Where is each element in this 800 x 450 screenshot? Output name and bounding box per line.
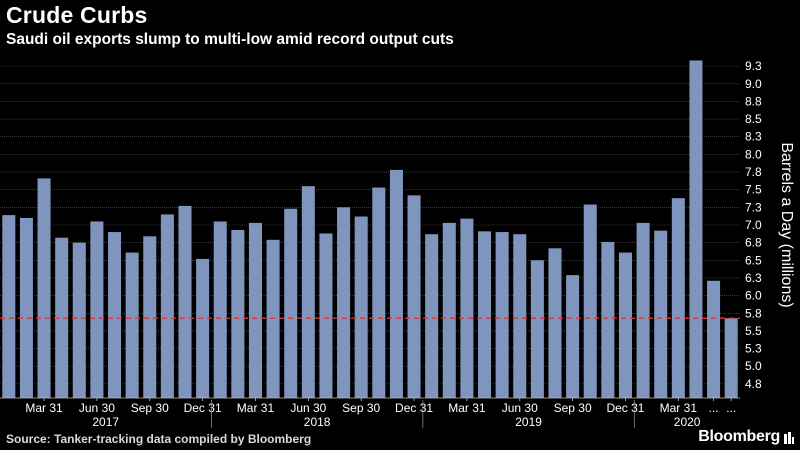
bar xyxy=(231,229,245,398)
bar xyxy=(178,205,192,398)
bar xyxy=(213,221,227,398)
y-axis-label: Barrels a Day (millions) xyxy=(778,142,795,307)
bars xyxy=(2,60,738,398)
bar xyxy=(19,217,33,398)
bar xyxy=(442,222,456,398)
x-tick-label: Sep 30 xyxy=(554,401,592,415)
bar xyxy=(425,234,439,398)
y-tick-label: 7.0 xyxy=(745,218,762,232)
x-tick-label: ... xyxy=(726,401,736,415)
y-tick-label: 8.8 xyxy=(745,94,762,108)
bar xyxy=(90,221,104,398)
bar xyxy=(495,232,509,398)
x-tick-label: Mar 31 xyxy=(448,401,486,415)
y-tick-label: 8.5 xyxy=(745,112,762,126)
bar xyxy=(125,252,139,398)
y-tick-label: 6.0 xyxy=(745,289,762,303)
bar xyxy=(407,195,421,398)
x-tick-label: Jun 30 xyxy=(502,401,538,415)
y-tick-label: 8.3 xyxy=(745,130,762,144)
bar xyxy=(72,242,86,398)
y-tick-label: 5.5 xyxy=(745,324,762,338)
bar xyxy=(601,241,615,398)
y-tick-label: 5.0 xyxy=(745,359,762,373)
x-tick-label: Sep 30 xyxy=(131,401,169,415)
bar xyxy=(671,198,685,398)
y-tick-label: 7.3 xyxy=(745,200,762,214)
x-tick-label: Mar 31 xyxy=(660,401,698,415)
bar xyxy=(707,280,721,398)
year-label: 2018 xyxy=(304,415,331,429)
y-tick-label: 8.0 xyxy=(745,147,762,161)
x-tick-label: Jun 30 xyxy=(290,401,326,415)
bar xyxy=(583,204,597,398)
bar xyxy=(319,233,333,398)
bar xyxy=(108,232,122,398)
bar xyxy=(478,231,492,398)
bar xyxy=(266,239,280,398)
x-tick-label: Jun 30 xyxy=(79,401,115,415)
chart-title: Crude Curbs xyxy=(6,2,148,28)
bar xyxy=(160,214,174,398)
y-axis: 4.8 5.0 5.3 5.5 5.8 6.0 6.3 6.5 6.8 7.0 7.3 7.5 7.8 8… xyxy=(745,59,762,391)
bar xyxy=(284,208,298,398)
bar xyxy=(618,252,632,398)
year-label: 2017 xyxy=(92,415,119,429)
x-axis: Mar 31 Jun 30 Sep 30 Dec 31 Mar 31 Jun 30 Sep … xyxy=(0,397,740,429)
y-tick-label: 9.0 xyxy=(745,77,762,91)
x-tick-label: Dec 31 xyxy=(395,401,433,415)
brand-mark-icon xyxy=(784,432,794,444)
x-tick-label: ... xyxy=(709,401,719,415)
x-tick-label: Mar 31 xyxy=(25,401,63,415)
y-tick-label: 5.3 xyxy=(745,342,762,356)
bar xyxy=(460,218,474,398)
year-label: 2020 xyxy=(674,415,701,429)
bar xyxy=(248,222,262,398)
bar xyxy=(337,207,351,398)
bar xyxy=(636,222,650,398)
bar xyxy=(37,178,51,398)
bar xyxy=(372,187,386,398)
bar xyxy=(548,248,562,398)
y-tick-label: 7.8 xyxy=(745,165,762,179)
y-tick-label: 6.8 xyxy=(745,236,762,250)
x-tick-label: Sep 30 xyxy=(342,401,380,415)
bar xyxy=(389,169,403,398)
bar xyxy=(566,275,580,398)
x-tick-label: Dec 31 xyxy=(606,401,644,415)
bar xyxy=(654,230,668,398)
y-tick-label: 5.8 xyxy=(745,306,762,320)
y-tick-label: 4.8 xyxy=(745,377,762,391)
y-tick-label: 7.5 xyxy=(745,183,762,197)
bar xyxy=(354,216,368,398)
x-tick-label: Mar 31 xyxy=(237,401,275,415)
brand-logo: Bloomberg xyxy=(698,428,780,445)
y-tick-label: 6.3 xyxy=(745,271,762,285)
chart-subtitle: Saudi oil exports slump to multi-low ami… xyxy=(6,31,454,48)
y-tick-label: 6.5 xyxy=(745,253,762,267)
bar xyxy=(724,318,738,398)
source-note: Source: Tanker-tracking data compiled by… xyxy=(6,432,312,446)
gridlines xyxy=(0,65,740,385)
bar xyxy=(2,215,16,398)
bar xyxy=(513,234,527,398)
bar xyxy=(55,237,69,398)
bar xyxy=(301,186,315,398)
bar xyxy=(530,260,544,398)
year-label: 2019 xyxy=(515,415,542,429)
bar xyxy=(143,236,157,398)
bar xyxy=(196,258,210,398)
y-tick-label: 9.3 xyxy=(745,59,762,73)
bar xyxy=(689,60,703,398)
x-tick-label: Dec 31 xyxy=(184,401,222,415)
